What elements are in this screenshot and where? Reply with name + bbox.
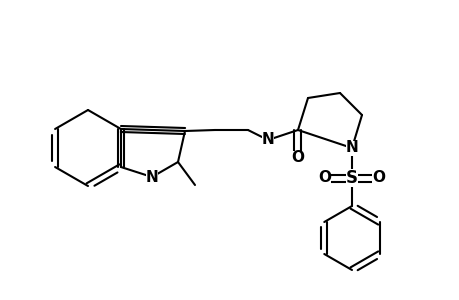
Text: O: O	[372, 170, 385, 185]
Text: N: N	[146, 169, 158, 184]
Text: N: N	[345, 140, 358, 155]
Text: N: N	[261, 133, 274, 148]
Text: O: O	[291, 151, 304, 166]
Text: S: S	[345, 169, 357, 187]
Text: O: O	[318, 170, 331, 185]
